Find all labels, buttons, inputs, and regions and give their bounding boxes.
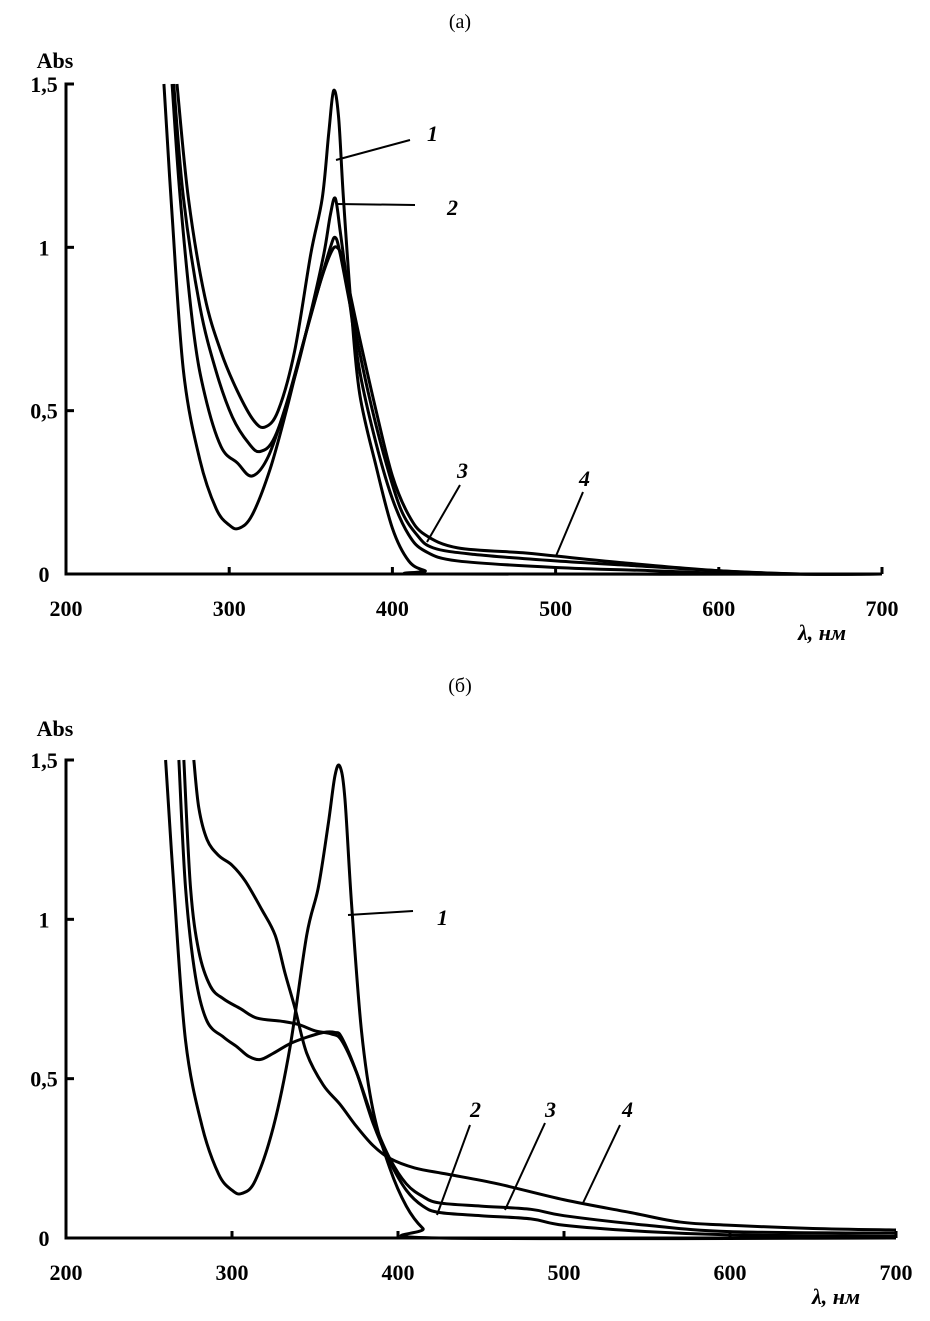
panel-b-ytick-label: 0,5 bbox=[30, 1067, 58, 1092]
panel-a-xtick-label: 600 bbox=[702, 596, 735, 621]
panel-a-ytick-label: 0,5 bbox=[30, 399, 58, 424]
panel-a-leader-3 bbox=[426, 484, 461, 543]
panel-a-curve-3 bbox=[170, 83, 883, 576]
panel-b-xtick-label: 400 bbox=[382, 1260, 415, 1285]
panel-b-curve-1 bbox=[164, 759, 897, 1241]
panel-a-xtick-label: 700 bbox=[866, 596, 899, 621]
panel-a-curve-1 bbox=[175, 83, 883, 576]
panel-b-ytick-label: 0 bbox=[39, 1226, 50, 1251]
panel-a-leader-2 bbox=[337, 203, 416, 206]
panel-a-axes bbox=[64, 82, 882, 576]
panel-a-ylabel: Abs bbox=[37, 48, 74, 73]
panel-b-title: (б) bbox=[448, 675, 472, 697]
panel-b-leader-3 bbox=[504, 1122, 546, 1211]
panel-b-leader-4 bbox=[582, 1124, 621, 1204]
panel-b-curve-3 bbox=[182, 759, 897, 1235]
panel-b-ytick-label: 1 bbox=[39, 907, 50, 932]
panel-a-xtick-label: 400 bbox=[376, 596, 409, 621]
panel-a-curve-label-3: 3 bbox=[456, 458, 468, 483]
panel-b-ytick-label: 1,5 bbox=[30, 748, 58, 773]
panel-a-plot: 200 300 400 500 600 700 0 0,5 1 1,5 bbox=[30, 72, 898, 621]
panel-a-curve-4 bbox=[162, 83, 883, 576]
panel-b-plot: 200 300 400 500 600 700 0 0,5 1 1,5 bbox=[30, 748, 912, 1285]
panel-b-curve-4 bbox=[192, 759, 897, 1232]
panel-a-xlabel: λ, нм bbox=[797, 620, 846, 645]
panel-b-xtick-label: 700 bbox=[880, 1260, 913, 1285]
panel-b-leader-1 bbox=[347, 910, 414, 916]
panel-a-ytick-label: 0 bbox=[39, 562, 50, 587]
panel-a-title: (а) bbox=[449, 11, 471, 33]
panel-a-ytick-label: 1,5 bbox=[30, 72, 58, 97]
panel-a-curve-2 bbox=[172, 83, 883, 576]
panel-a-curve-label-2: 2 bbox=[446, 195, 458, 220]
panel-b-axes bbox=[64, 758, 896, 1240]
panel-b-xlabel: λ, нм bbox=[811, 1284, 860, 1309]
panel-a-leader-1 bbox=[335, 139, 411, 161]
panel-a-curve-label-4: 4 bbox=[578, 466, 590, 491]
panel-a-curve-label-1: 1 bbox=[427, 121, 438, 146]
panel-a-xtick-label: 300 bbox=[213, 596, 246, 621]
panel-a-ytick-label: 1 bbox=[39, 235, 50, 260]
panel-b-xtick-label: 500 bbox=[548, 1260, 581, 1285]
panel-b-curve-label-4: 4 bbox=[621, 1097, 633, 1122]
panel-a-xtick-label: 500 bbox=[539, 596, 572, 621]
panel-b-curve-label-3: 3 bbox=[544, 1097, 556, 1122]
panel-b-curve-label-2: 2 bbox=[469, 1097, 481, 1122]
panel-a-leader-4 bbox=[555, 491, 584, 557]
panel-b-xtick-label: 200 bbox=[50, 1260, 83, 1285]
panel-b-ylabel: Abs bbox=[37, 716, 74, 741]
panel-b-curve-label-1: 1 bbox=[437, 905, 448, 930]
panel-b-xtick-label: 300 bbox=[216, 1260, 249, 1285]
panel-a-xtick-label: 200 bbox=[50, 596, 83, 621]
panel-b-curve-2 bbox=[177, 759, 897, 1238]
panel-b-leader-2 bbox=[436, 1124, 471, 1216]
panel-b-xtick-label: 600 bbox=[714, 1260, 747, 1285]
